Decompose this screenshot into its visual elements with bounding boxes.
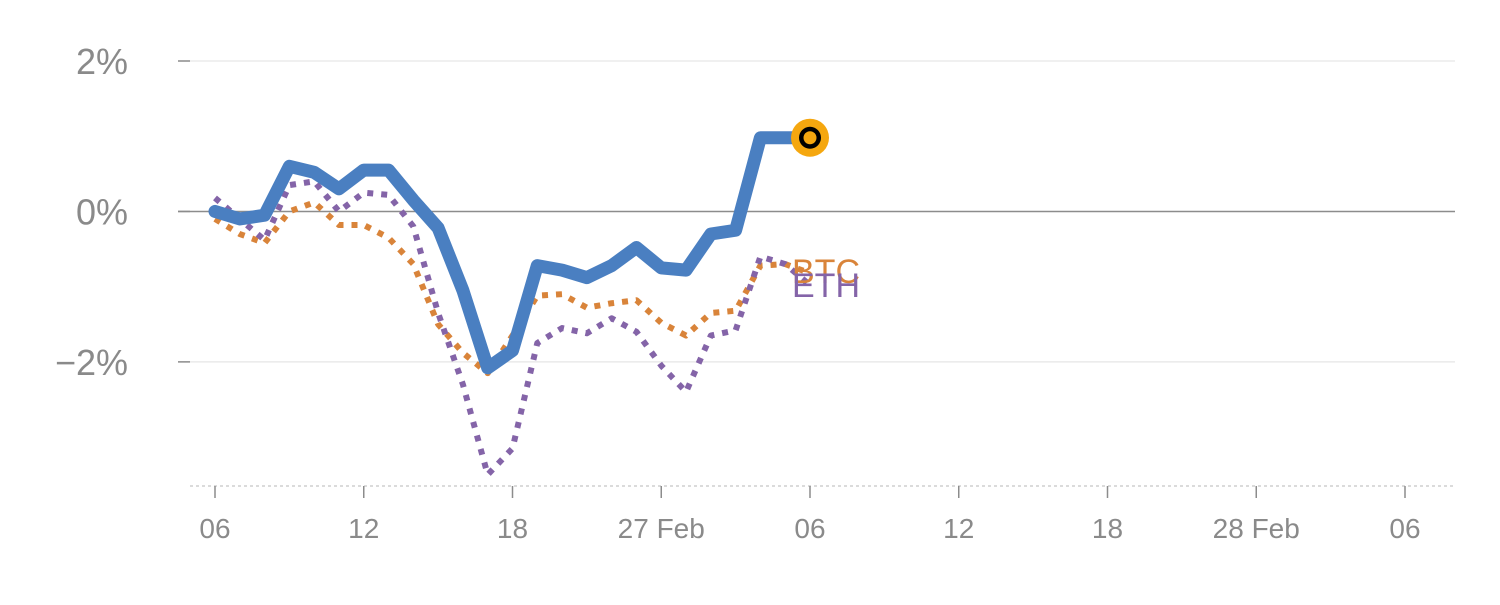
grid-layer [178, 60, 1455, 363]
x-tick-label: 18 [497, 513, 528, 544]
axis-layer [178, 60, 1455, 498]
x-tick-label: 12 [348, 513, 379, 544]
end-marker-center [803, 131, 817, 145]
series-line-eth [213, 178, 812, 478]
y-tick-label: 2% [76, 41, 128, 82]
series-end-label-eth: ETH [792, 267, 860, 305]
x-tick-label: 06 [199, 513, 230, 544]
series-end-label-btc: BTC [792, 253, 860, 291]
x-tick-label: 06 [1389, 513, 1420, 544]
x-tick-label: 18 [1092, 513, 1123, 544]
x-tick-label: 06 [794, 513, 825, 544]
y-tick-label: −2% [55, 342, 128, 383]
x-tick-label: 12 [943, 513, 974, 544]
series-layer [208, 118, 829, 478]
y-tick-label: 0% [76, 191, 128, 232]
series-line-main [208, 131, 817, 375]
x-tick-label: 27 Feb [618, 513, 705, 544]
x-tick-label: 28 Feb [1213, 513, 1300, 544]
